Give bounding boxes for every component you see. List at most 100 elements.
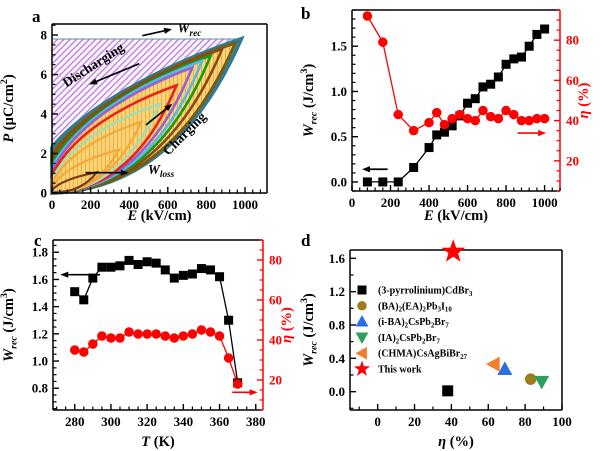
svg-text:1.2: 1.2 [32, 326, 48, 341]
axes-a: 0 200 400 600 800 1000 0 2 4 6 8 E (kV/cm) P (μC/cm2… [0, 23, 268, 224]
svg-text:1.0: 1.0 [331, 84, 347, 99]
svg-text:(BA)2(EA)2Pb3I10: (BA)2(EA)2Pb3I10 [378, 301, 452, 313]
svg-text:600: 600 [158, 197, 178, 212]
svg-text:800: 800 [197, 197, 217, 212]
svg-text:E (kV/cm): E (kV/cm) [126, 208, 191, 224]
svg-text:1000: 1000 [532, 195, 558, 210]
svg-text:(3-pyrrolinium)CdBr3: (3-pyrrolinium)CdBr3 [378, 286, 473, 298]
svg-text:0.5: 0.5 [331, 129, 348, 144]
svg-text:40: 40 [445, 414, 458, 429]
svg-text:Wloss: Wloss [148, 162, 175, 179]
series-BA-EA-Pb3I10 [524, 373, 537, 385]
wrec-hatched-area [52, 39, 242, 148]
svg-text:0.4: 0.4 [329, 351, 346, 366]
series-Wrec [362, 24, 550, 187]
panel-d-letter: d [301, 231, 311, 250]
svg-text:0: 0 [49, 197, 56, 212]
svg-text:P (μC/cm2): P (μC/cm2) [0, 74, 17, 143]
svg-text:1.4: 1.4 [32, 299, 49, 314]
svg-text:2: 2 [41, 146, 48, 161]
svg-text:60: 60 [269, 293, 282, 308]
svg-text:80: 80 [519, 414, 532, 429]
svg-text:1.6: 1.6 [329, 251, 346, 266]
svg-text:40: 40 [566, 113, 579, 128]
svg-text:340: 340 [174, 414, 194, 429]
panel-d-chart: 0 20 40 60 80 100 0.0 0.4 0.8 1.2 1.6 η (%) Wrec (J/… [300, 239, 572, 450]
svg-text:Wrec (J/cm3): Wrec (J/cm3) [0, 288, 19, 362]
panel-c-letter: c [34, 231, 42, 250]
panel-d-comparison: 0 20 40 60 80 100 0.0 0.4 0.8 1.2 1.6 η (%) Wrec (J/… [300, 225, 600, 451]
svg-text:1.0: 1.0 [32, 354, 48, 369]
panel-b-letter: b [301, 4, 311, 23]
axes-c: 280 300 320 340 360 380 0.8 1.0 1.2 1.4 1.6 1.8 20 40… [0, 239, 295, 450]
svg-text:η (%): η (%) [438, 434, 474, 450]
svg-text:This work: This work [378, 365, 422, 376]
panel-c-chart: 280 300 320 340 360 380 0.8 1.0 1.2 1.4 1.6 1.8 20 40… [0, 239, 295, 450]
svg-text:(CHMA)CsAgBiBr27: (CHMA)CsAgBiBr27 [378, 349, 468, 361]
panel-a-chart: 0 200 400 600 800 1000 0 2 4 6 8 E (kV/cm) P (μC/cm2… [0, 21, 268, 224]
svg-text:40: 40 [269, 333, 282, 348]
svg-text:0: 0 [374, 414, 381, 429]
plot-d: 0 20 40 60 80 100 0.0 0.4 0.8 1.2 1.6 η (%) Wrec (J/… [300, 239, 572, 450]
panel-b-wrec-vs-e: 0 200 400 600 800 1000 0.0 0.5 1.0 1.5 20 40 60 80 η (… [300, 0, 600, 225]
svg-text:400: 400 [419, 195, 439, 210]
svg-text:0.0: 0.0 [329, 384, 345, 399]
svg-text:1.5: 1.5 [331, 39, 348, 54]
svg-text:80: 80 [566, 33, 579, 48]
series-this-work [441, 239, 466, 262]
series-iBA-CsPb2Br7 [497, 361, 513, 376]
panel-a-pe-loops: 0 200 400 600 800 1000 0 2 4 6 8 E (kV/cm) P (μC/cm2… [0, 0, 300, 225]
svg-text:0.0: 0.0 [331, 174, 347, 189]
svg-text:0.8: 0.8 [329, 318, 346, 333]
svg-text:20: 20 [408, 414, 421, 429]
svg-text:η (%): η (%) [576, 82, 592, 118]
svg-text:1.6: 1.6 [32, 272, 49, 287]
svg-text:320: 320 [137, 414, 157, 429]
svg-text:Wrec (J/cm3): Wrec (J/cm3) [300, 64, 319, 138]
svg-text:60: 60 [482, 414, 495, 429]
svg-text:E (kV/cm): E (kV/cm) [423, 208, 488, 224]
series-Wrec [70, 255, 243, 388]
svg-text:60: 60 [566, 73, 579, 88]
svg-text:380: 380 [246, 414, 266, 429]
svg-text:(IA)2CsPb2Br7: (IA)2CsPb2Br7 [378, 333, 441, 345]
svg-text:800: 800 [496, 195, 516, 210]
series-eta [362, 11, 550, 136]
svg-text:20: 20 [566, 153, 579, 168]
svg-text:80: 80 [269, 253, 282, 268]
svg-text:20: 20 [269, 373, 282, 388]
svg-text:200: 200 [381, 195, 401, 210]
svg-text:8: 8 [41, 28, 48, 43]
svg-text:600: 600 [458, 195, 478, 210]
svg-text:T (K): T (K) [141, 434, 175, 450]
plot-c: 280 300 320 340 360 380 0.8 1.0 1.2 1.4 1.6 1.8 20 40… [0, 239, 295, 450]
series-CHMA-CsAgBiBr27 [485, 356, 500, 372]
svg-text:400: 400 [119, 197, 139, 212]
legend: (3-pyrrolinium)CdBr3 (BA)2(EA)2Pb3I10 (i-B… [353, 285, 473, 376]
svg-text:300: 300 [101, 414, 121, 429]
series-eta [69, 325, 243, 389]
svg-text:360: 360 [210, 414, 230, 429]
panel-a-letter: a [32, 7, 41, 26]
plot-a: 0 200 400 600 800 1000 0 2 4 6 8 E (kV/cm) P (μC/cm2… [0, 21, 268, 224]
series-pyrrolinium-CdBr3 [442, 385, 454, 397]
svg-text:(i-BA)2CsPb2Br7: (i-BA)2CsPb2Br7 [378, 317, 449, 329]
axes-d: 0 20 40 60 80 100 0.0 0.4 0.8 1.2 1.6 η (%) Wrec (J/… [300, 249, 572, 450]
pe-loops [50, 35, 245, 196]
svg-text:100: 100 [552, 414, 572, 429]
svg-text:0: 0 [41, 186, 48, 201]
series-IA-CsPb2Br7 [534, 375, 550, 390]
svg-text:0.8: 0.8 [32, 381, 49, 396]
svg-text:280: 280 [65, 414, 85, 429]
svg-text:1.8: 1.8 [32, 245, 49, 260]
axes-b: 0 200 400 600 800 1000 0.0 0.5 1.0 1.5 20 40 60 80 η (… [300, 9, 592, 224]
panel-c-wrec-vs-t: 280 300 320 340 360 380 0.8 1.0 1.2 1.4 1.6 1.8 20 40… [0, 225, 300, 451]
svg-text:1000: 1000 [232, 197, 258, 212]
svg-text:200: 200 [81, 197, 101, 212]
svg-text:6: 6 [41, 67, 48, 82]
svg-text:0: 0 [349, 195, 356, 210]
plot-b: 0 200 400 600 800 1000 0.0 0.5 1.0 1.5 20 40 60 80 η (… [300, 9, 592, 224]
panel-b-chart: 0 200 400 600 800 1000 0.0 0.5 1.0 1.5 20 40 60 80 η (… [300, 9, 592, 224]
svg-text:4: 4 [41, 107, 48, 122]
